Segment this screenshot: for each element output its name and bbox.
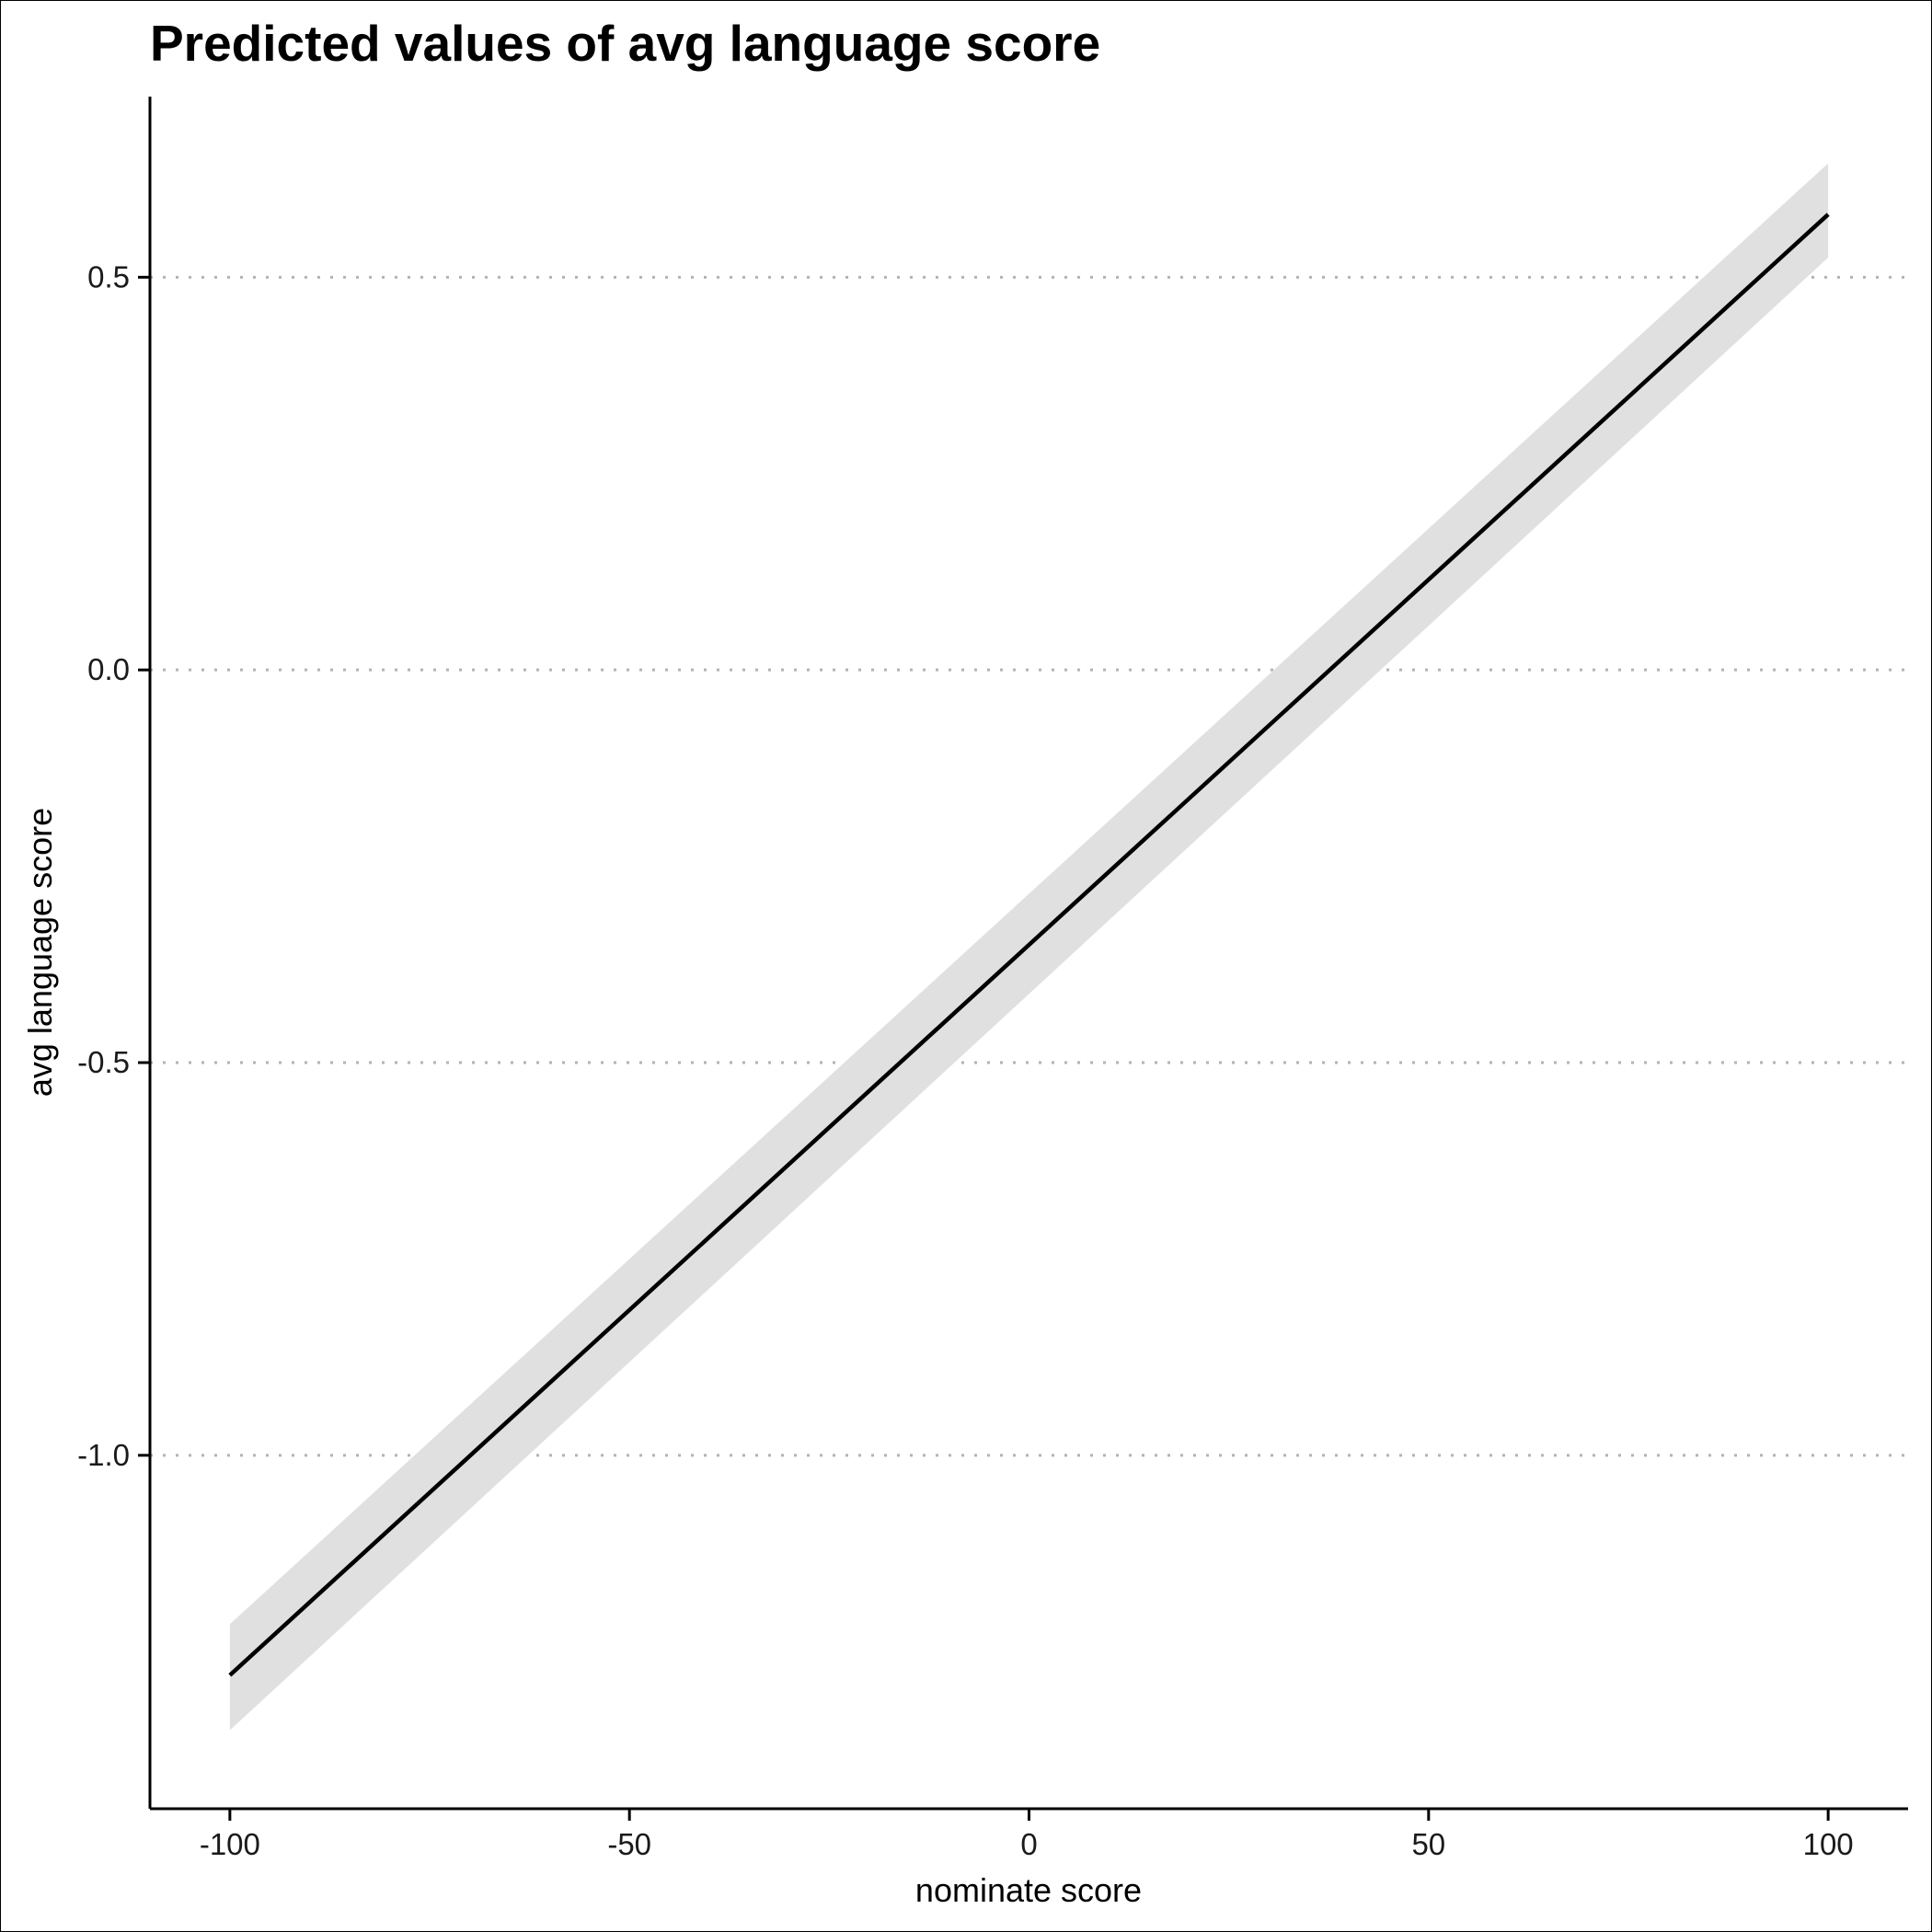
y-tick-label: -1.0 <box>77 1438 130 1472</box>
gridlines <box>150 275 1908 1457</box>
x-ticks: -100 -50 0 50 100 <box>200 1809 1854 1861</box>
x-tick-label: 0 <box>1020 1827 1037 1861</box>
y-tick-label: -0.5 <box>77 1045 130 1079</box>
chart-title: Predicted values of avg language score <box>150 15 1100 72</box>
x-tick-label: -100 <box>200 1827 260 1861</box>
y-axis-title: avg language score <box>21 808 59 1097</box>
x-tick-label: 50 <box>1411 1827 1445 1861</box>
x-tick-label: -50 <box>607 1827 651 1861</box>
series-lines <box>228 213 1830 1677</box>
x-axis-title: nominate score <box>915 1871 1142 1909</box>
y-ticks: -1.0 -0.5 0.0 0.5 <box>77 259 150 1472</box>
y-tick-label: 0.0 <box>87 652 130 686</box>
x-tick-label: 100 <box>1803 1827 1854 1861</box>
series-line-0 <box>228 213 1830 1677</box>
y-tick-label: 0.5 <box>87 259 130 293</box>
